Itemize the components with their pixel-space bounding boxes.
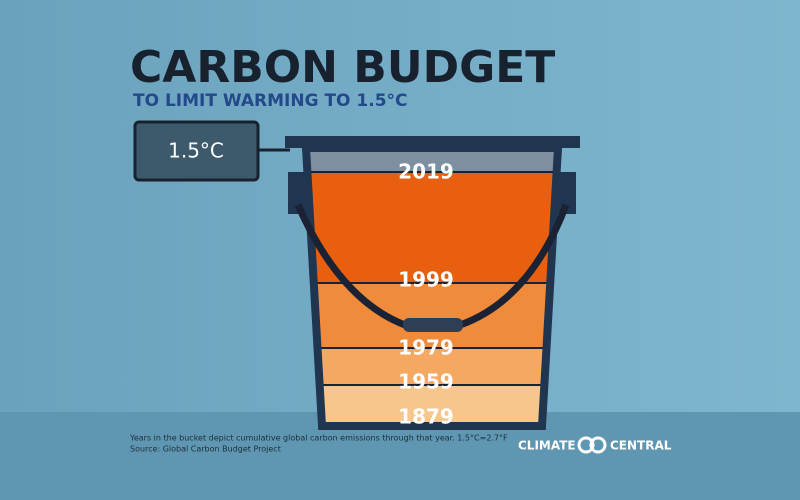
year-label: 1999 [398,268,454,292]
footnote: Source: Global Carbon Budget Project [130,445,281,454]
year-label: 1879 [398,405,454,429]
year-label: 1979 [398,336,454,360]
band [308,172,556,283]
handle-mount [556,172,576,214]
title: CARBON BUDGET [130,42,555,93]
band [308,348,556,385]
bucket-rim [285,136,580,148]
logo-text: CLIMATE [518,439,576,453]
subtitle: TO LIMIT WARMING TO 1.5°C [133,91,408,111]
band [308,385,556,424]
limit-label: 1.5°C [168,139,224,163]
logo-mark [577,436,595,454]
empty-band [308,150,556,172]
logo-mark [589,436,607,454]
footnote: Years in the bucket depict cumulative gl… [129,434,508,443]
year-label: 1959 [398,370,454,394]
handle-mount [288,172,308,214]
logo-text: CENTRAL [610,439,672,453]
bucket-fill [308,150,556,424]
handle-grip [403,318,463,332]
year-label: 2019 [398,160,454,184]
